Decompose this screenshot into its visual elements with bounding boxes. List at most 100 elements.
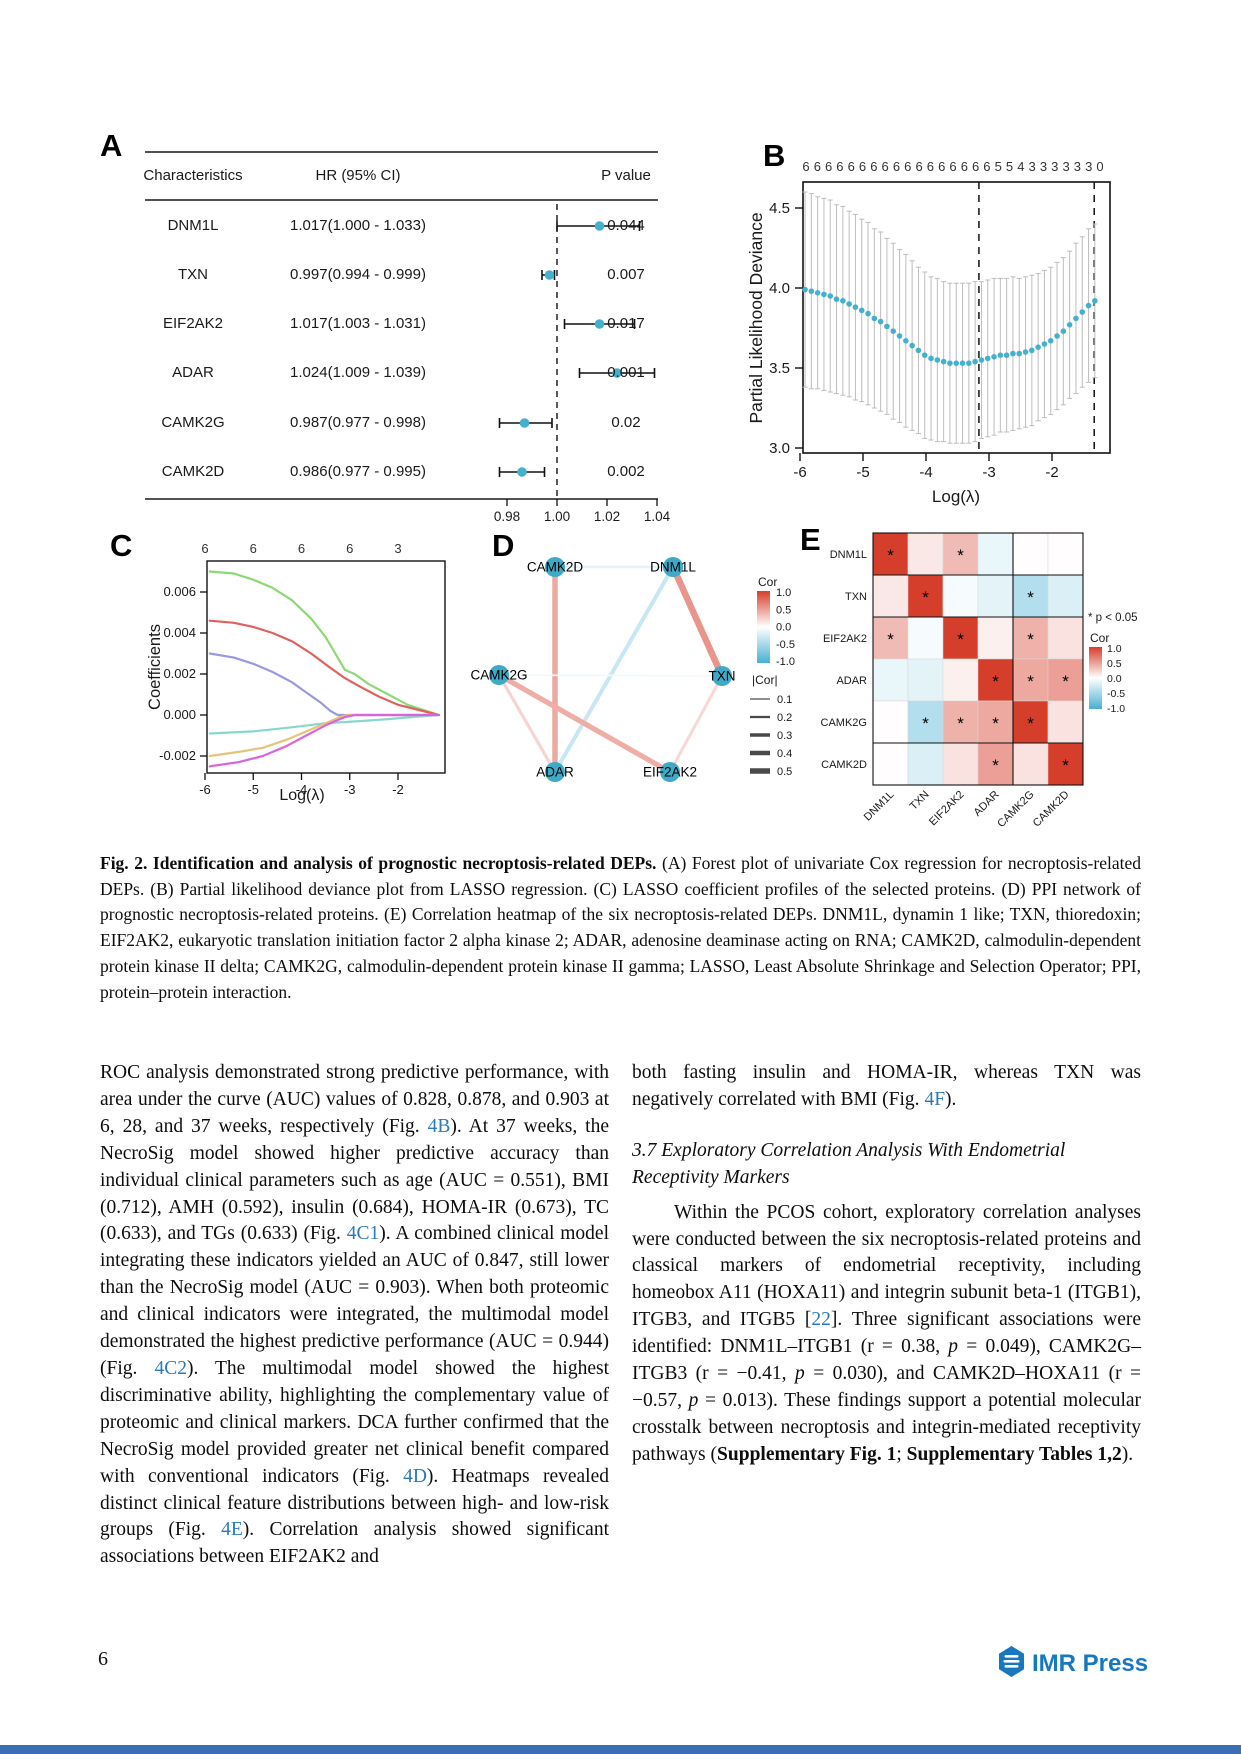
forest-row-ci: 1.017(1.000 - 1.033) [290, 217, 426, 234]
svg-text:ADAR: ADAR [836, 675, 867, 687]
forest-header-hr: HR (95% CI) [315, 167, 401, 184]
text-segment: Fig. 2. Identification and analysis of p… [100, 853, 657, 873]
svg-text:*: * [887, 630, 894, 649]
svg-text:0.002: 0.002 [163, 666, 196, 681]
text-segment: p [795, 1363, 805, 1385]
svg-text:3: 3 [1062, 159, 1069, 174]
svg-text:0.98: 0.98 [494, 509, 520, 524]
svg-text:6: 6 [848, 159, 855, 174]
text-segment: both fasting insulin and HOMA-IR, wherea… [632, 1062, 1141, 1110]
text-segment: ]. Three significant associations were i… [632, 1309, 1141, 1358]
forest-row-name: ADAR [172, 364, 214, 381]
body-paragraph: Within the PCOS cohort, exploratory corr… [632, 1200, 1141, 1469]
svg-text:-0.5: -0.5 [1107, 688, 1125, 700]
svg-text:*: * [957, 546, 964, 565]
forest-row-ci: 1.017(1.003 - 1.031) [290, 315, 426, 332]
svg-text:*: * [922, 588, 929, 607]
text-segment: = 0.049), CAMK2G–ITGB3 (r = −0.41, [632, 1336, 1141, 1385]
svg-text:3: 3 [1029, 159, 1036, 174]
svg-text:4: 4 [1017, 159, 1024, 174]
svg-text:0: 0 [1096, 159, 1103, 174]
svg-text:0.0: 0.0 [1107, 673, 1122, 685]
svg-text:-2: -2 [392, 782, 404, 797]
svg-text:0.5: 0.5 [776, 604, 791, 616]
text-segment: (A) Forest plot of univariate Cox regres… [100, 853, 1141, 1002]
svg-text:*: * [992, 756, 999, 775]
figure-reference-link[interactable]: 4E [221, 1519, 243, 1541]
text-segment: Within the PCOS cohort, exploratory corr… [632, 1201, 1141, 1331]
panel-e-label: E [800, 522, 821, 557]
svg-text:*: * [1027, 630, 1034, 649]
text-segment: p [688, 1389, 699, 1411]
svg-text:0.006: 0.006 [163, 584, 196, 599]
text-segment: = 0.013). These findings support a poten… [632, 1389, 1142, 1465]
forest-row-name: EIF2AK2 [162, 315, 224, 332]
svg-text:6: 6 [250, 541, 257, 556]
svg-text:6: 6 [904, 159, 911, 174]
svg-text:6: 6 [927, 159, 934, 174]
svg-text:-5: -5 [856, 464, 869, 481]
svg-text:-2: -2 [1045, 464, 1058, 481]
svg-text:CAMK2D: CAMK2D [1031, 789, 1072, 830]
svg-text:-4: -4 [919, 464, 932, 481]
svg-text:1.04: 1.04 [644, 509, 671, 524]
text-segment: ). The multimodal model showed the highe… [100, 1357, 609, 1487]
text-segment: 3.7 Exploratory Correlation Analysis Wit… [632, 1139, 1066, 1188]
svg-text:6: 6 [961, 159, 968, 174]
text-segment: = 0.030), and CAMK2D–HOXA11 (r = −0.57, [632, 1363, 1142, 1411]
svg-text:1.02: 1.02 [594, 509, 620, 524]
figure-reference-link[interactable]: 4C2 [154, 1357, 187, 1379]
svg-text:*: * [992, 714, 999, 733]
forest-row-name: CAMK2G [161, 414, 225, 431]
svg-text:-0.5: -0.5 [776, 639, 795, 651]
panel-b-label: B [763, 138, 786, 173]
svg-text:0.5: 0.5 [777, 766, 792, 778]
svg-text:*: * [1027, 714, 1034, 733]
svg-text:*: * [1062, 756, 1069, 775]
forest-row-ci: 1.024(1.009 - 1.039) [290, 364, 426, 381]
svg-text:CAMK2G: CAMK2G [995, 789, 1036, 830]
svg-text:3: 3 [1051, 159, 1058, 174]
svg-text:4.0: 4.0 [769, 280, 790, 297]
svg-text:6: 6 [893, 159, 900, 174]
svg-text:CAMK2G: CAMK2G [821, 717, 867, 729]
svg-text:*: * [1027, 672, 1034, 691]
svg-text:*: * [1062, 672, 1069, 691]
svg-text:-1.0: -1.0 [776, 656, 795, 668]
figure-reference-link[interactable]: 4F [924, 1088, 946, 1110]
figure-reference-link[interactable]: 4B [427, 1115, 451, 1137]
svg-text:6: 6 [882, 159, 889, 174]
svg-text:0.1: 0.1 [777, 694, 792, 706]
figure-reference-link[interactable]: 22 [811, 1309, 831, 1331]
svg-text:6: 6 [915, 159, 922, 174]
figure-reference-link[interactable]: 4C1 [346, 1223, 380, 1245]
svg-text:6: 6 [836, 159, 843, 174]
text-segment: Supplementary Tables 1,2 [906, 1443, 1122, 1465]
svg-text:-6: -6 [199, 782, 211, 797]
body-column-right: both fasting insulin and HOMA-IR, wherea… [632, 1060, 1141, 1469]
panel-b-ylabel: Partial Likelihood Deviance [746, 212, 766, 424]
svg-text:DNM1L: DNM1L [830, 549, 867, 561]
svg-text:3: 3 [394, 541, 401, 556]
svg-text:6: 6 [825, 159, 832, 174]
svg-text:1.00: 1.00 [544, 509, 570, 524]
svg-text:6: 6 [949, 159, 956, 174]
forest-row-name: TXN [178, 266, 208, 283]
forest-row-p: 0.017 [607, 315, 645, 332]
text-segment: ). At 37 weeks, the NecroSig model showe… [100, 1115, 609, 1245]
forest-row-ci: 0.987(0.977 - 0.998) [290, 414, 426, 431]
svg-text:-3: -3 [982, 464, 995, 481]
body-paragraph: both fasting insulin and HOMA-IR, wherea… [632, 1060, 1141, 1114]
panel-d-label: D [492, 528, 515, 563]
svg-text:TXN: TXN [709, 669, 736, 684]
body-column-left: ROC analysis demonstrated strong predict… [100, 1060, 609, 1571]
svg-text:6: 6 [802, 159, 809, 174]
svg-text:5: 5 [1006, 159, 1013, 174]
svg-text:3.5: 3.5 [769, 360, 790, 377]
svg-text:1.0: 1.0 [1107, 643, 1122, 655]
text-segment: p [948, 1336, 959, 1358]
svg-text:3.0: 3.0 [769, 440, 790, 457]
svg-text:*: * [887, 546, 894, 565]
text-segment: ; [896, 1443, 907, 1465]
figure-reference-link[interactable]: 4D [403, 1465, 427, 1487]
